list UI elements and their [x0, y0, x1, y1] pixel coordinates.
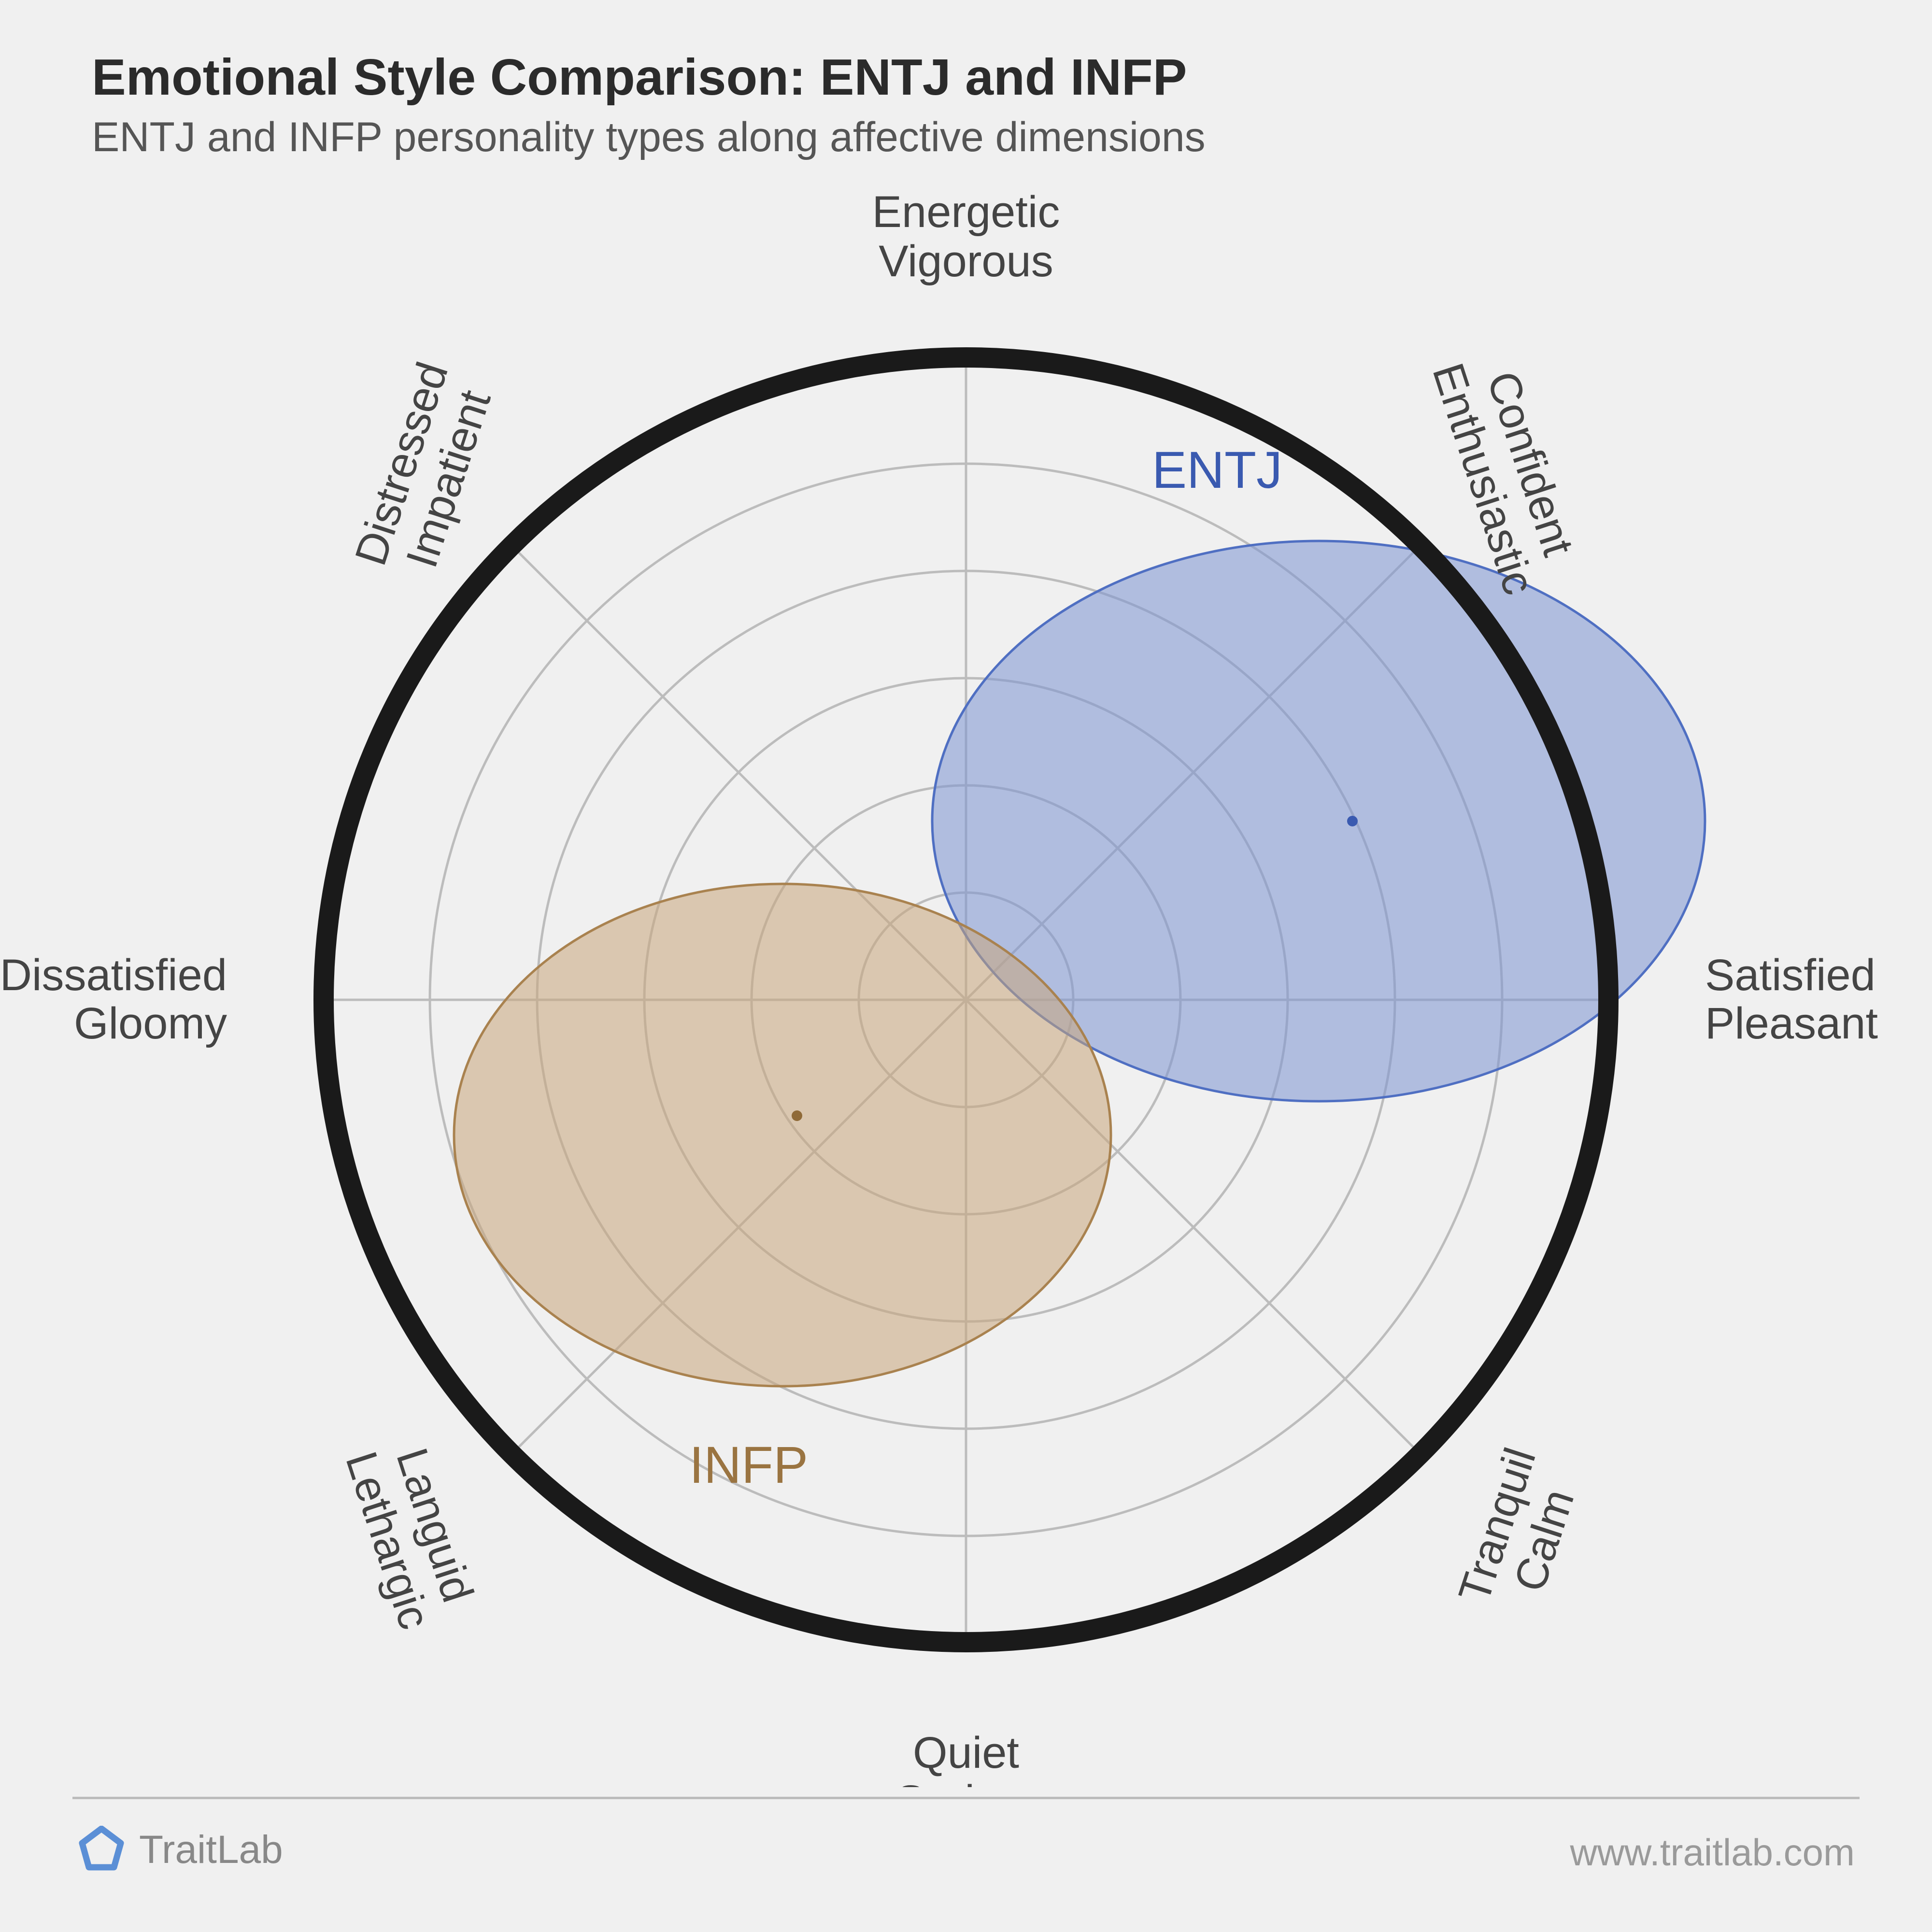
axis-label-line1: Dissatisfied	[0, 951, 227, 1000]
axis-label: QuietSedate	[895, 1728, 1037, 1787]
chart-subtitle: ENTJ and INFP personality types along af…	[92, 114, 1206, 161]
traitlab-logo-icon	[77, 1826, 126, 1874]
footer-rule	[72, 1797, 1860, 1799]
chart-title: Emotional Style Comparison: ENTJ and INF…	[92, 48, 1187, 107]
axis-label: TranquilCalm	[1449, 1442, 1592, 1624]
axis-label-line2: Vigorous	[879, 237, 1053, 286]
axis-label-line2: Sedate	[895, 1776, 1037, 1787]
ellipse-infp	[454, 884, 1111, 1386]
axis-label-line1: Satisfied	[1705, 951, 1875, 1000]
footer-brand-text: TraitLab	[139, 1827, 283, 1873]
figure-page: Emotional Style Comparison: ENTJ and INF…	[0, 0, 1932, 1932]
circumplex-chart: ENTJINFPEnergeticVigorousConfidentEnthus…	[0, 169, 1932, 1787]
axis-label-line1: Energetic	[872, 187, 1060, 237]
axis-label: DistressedImpatient	[346, 356, 504, 586]
centroid-entj	[1347, 816, 1358, 826]
footer-brand: TraitLab	[77, 1826, 283, 1874]
axis-label: DissatisfiedGloomy	[0, 951, 227, 1048]
axis-label-line1: Quiet	[913, 1728, 1019, 1777]
ellipse-label-infp: INFP	[689, 1435, 808, 1494]
chart-svg: ENTJINFPEnergeticVigorousConfidentEnthus…	[0, 169, 1932, 1787]
footer-url: www.traitlab.com	[1570, 1831, 1855, 1875]
centroid-infp	[792, 1110, 802, 1121]
axis-label-line2: Pleasant	[1705, 999, 1878, 1048]
axis-label: LanguidLethargic	[336, 1431, 486, 1635]
axis-label: EnergeticVigorous	[872, 187, 1060, 286]
ellipse-label-entj: ENTJ	[1152, 440, 1282, 499]
axis-label-line2: Gloomy	[74, 999, 227, 1048]
axis-label: SatisfiedPleasant	[1705, 951, 1878, 1048]
